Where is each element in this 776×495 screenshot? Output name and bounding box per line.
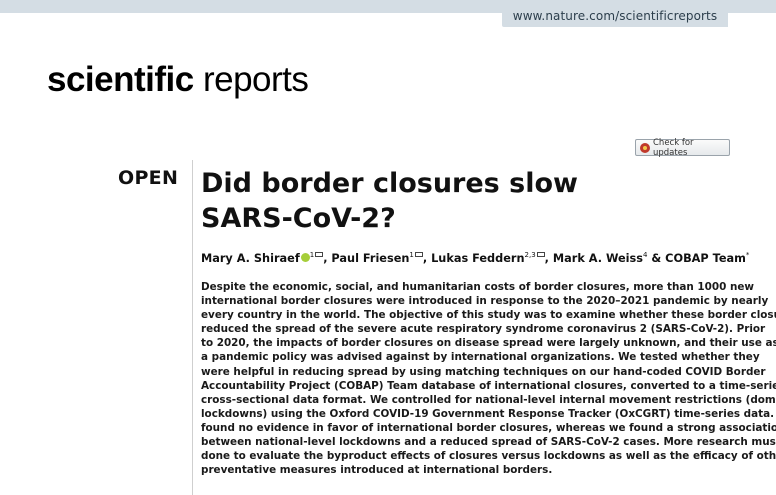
abstract-line: to 2020, the impacts of border closures …	[201, 337, 776, 350]
affiliation-sup: 1	[309, 251, 315, 259]
author-name[interactable]: , Lukas Feddern	[422, 252, 525, 265]
email-icon[interactable]	[315, 252, 324, 257]
journal-logo[interactable]: scientific reports	[47, 60, 309, 104]
author-name[interactable]: & COBAP Team	[647, 252, 746, 265]
abstract-line: Accountability Project (COBAP) Team data…	[201, 379, 776, 392]
check-for-updates-label: Check for updates	[653, 137, 694, 158]
journal-name-light: reports	[202, 60, 309, 99]
abstract-line: preventative measures introduced at inte…	[201, 464, 553, 477]
abstract-line: international border closures were intro…	[201, 295, 769, 308]
affiliation-sup: *	[745, 251, 750, 259]
orcid-icon[interactable]	[300, 253, 310, 262]
journal-url[interactable]: www.nature.com/scientificreports	[502, 4, 728, 27]
email-icon[interactable]	[414, 252, 423, 257]
author-name[interactable]: , Paul Friesen	[323, 252, 410, 265]
email-icon[interactable]	[536, 252, 545, 257]
abstract-line: found no evidence in favor of internatio…	[201, 421, 776, 434]
abstract-line: between national-level lockdowns and a r…	[201, 436, 776, 449]
abstract-line: cross-sectional data format. We controll…	[201, 393, 776, 406]
author-list: Mary A. Shiraef 1, Paul Friesen1, Lukas F…	[201, 251, 761, 265]
abstract-line: done to evaluate the byproduct effects o…	[201, 450, 776, 463]
abstract-line: were helpful in reducing spread by using…	[201, 365, 766, 378]
check-for-updates-button[interactable]: Check for updates	[635, 137, 730, 158]
affiliation-sup: 2,3	[524, 251, 536, 259]
author-name[interactable]: , Mark A. Weiss	[544, 252, 643, 265]
abstract-line: every country in the world. The objectiv…	[201, 309, 776, 322]
author-name[interactable]: Mary A. Shiraef	[201, 252, 300, 265]
divider	[192, 160, 193, 495]
crossmark-icon	[640, 142, 650, 153]
journal-name-bold: scientific	[47, 60, 194, 99]
open-access-label: OPEN	[118, 167, 179, 189]
abstract-line: lockdowns) using the Oxford COVID-19 Gov…	[201, 407, 776, 420]
abstract: Despite the economic, social, and humani…	[201, 280, 776, 477]
title-line: SARS-CoV-2?	[201, 203, 396, 234]
title-line: Did border closures slow	[201, 168, 578, 199]
article-title: Did border closures slow SARS-CoV-2?	[201, 166, 721, 236]
abstract-line: reduced the spread of the severe acute r…	[201, 323, 766, 336]
abstract-line: Despite the economic, social, and humani…	[201, 281, 754, 293]
abstract-line: a pandemic policy was advised against by…	[201, 351, 760, 364]
affiliation-sup: 4	[642, 251, 648, 259]
affiliation-sup: 1	[409, 251, 414, 259]
